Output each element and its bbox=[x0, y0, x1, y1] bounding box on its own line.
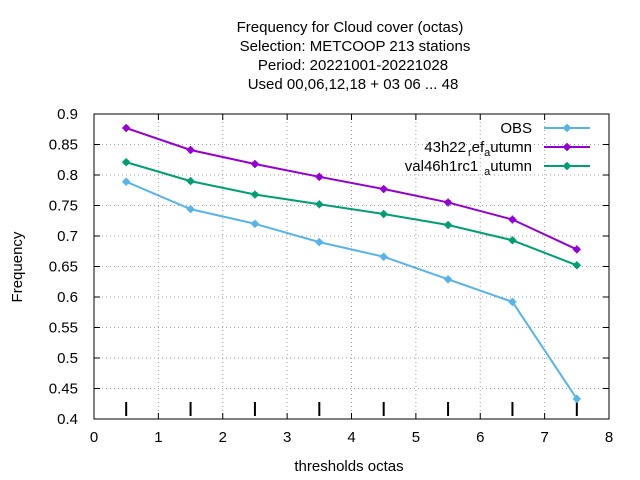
data-point-obs bbox=[315, 238, 324, 247]
x-tick-label: 7 bbox=[540, 429, 548, 446]
y-tick-label: 0.4 bbox=[57, 411, 78, 428]
legend-43h22-part-1: 43h22 bbox=[424, 139, 466, 156]
series-obs bbox=[122, 177, 581, 403]
legend-43h22-part-5: utumn bbox=[490, 139, 532, 156]
data-point-val46h1rc1 bbox=[572, 261, 581, 270]
series-line-obs bbox=[125, 180, 578, 400]
y-ticks: 0.4 0.45 0.5 0.55 0.6 0.65 0.7 0.75 0.8 0.85 0.9 bbox=[49, 106, 609, 428]
data-point-43h22 bbox=[508, 215, 517, 224]
data-point-val46h1rc1 bbox=[122, 158, 131, 167]
data-point-43h22 bbox=[444, 198, 453, 207]
y-tick-label: 0.75 bbox=[49, 198, 78, 215]
y-tick-label: 0.65 bbox=[49, 259, 78, 276]
legend-val46-part-1: val46h1rc1 bbox=[405, 158, 478, 175]
threshold-marks bbox=[125, 402, 578, 416]
data-point-obs bbox=[379, 252, 388, 261]
legend-label-val46h1rc1: val46h1rc1 autumn bbox=[405, 158, 532, 178]
series-val46h1rc1 bbox=[122, 158, 581, 270]
data-point-val46h1rc1 bbox=[508, 236, 517, 245]
y-tick-label: 0.9 bbox=[57, 106, 78, 123]
data-point-obs bbox=[444, 275, 453, 284]
data-point-val46h1rc1 bbox=[250, 190, 259, 199]
title-line-4: Used 00,06,12,18 + 03 06 ... 48 bbox=[248, 76, 459, 93]
y-tick-label: 0.85 bbox=[49, 137, 78, 154]
x-tick-label: 2 bbox=[219, 429, 227, 446]
y-tick-label: 0.5 bbox=[57, 350, 78, 367]
x-tick-label: 4 bbox=[347, 429, 355, 446]
legend-43h22-part-3: ef bbox=[472, 139, 485, 156]
x-ticks: 0 1 2 3 4 5 6 7 8 bbox=[90, 114, 613, 446]
legend-val46-part-2: a bbox=[484, 166, 491, 178]
legend-43h22-part-2: r bbox=[468, 147, 472, 159]
title-line-3: Period: 20221001-20221028 bbox=[258, 57, 448, 74]
y-axis-label: Frequency bbox=[9, 231, 26, 302]
title-line-2: Selection: METCOOP 213 stations bbox=[240, 38, 471, 55]
x-tick-label: 1 bbox=[154, 429, 162, 446]
x-tick-label: 5 bbox=[412, 429, 420, 446]
legend-samples bbox=[544, 124, 590, 170]
data-point-43h22 bbox=[122, 124, 131, 133]
legend-marker-obs bbox=[563, 124, 571, 132]
data-point-val46h1rc1 bbox=[186, 177, 195, 186]
legend-label-43h22: 43h22 refautumn bbox=[424, 139, 532, 159]
x-tick-label: 8 bbox=[605, 429, 613, 446]
y-tick-label: 0.7 bbox=[57, 228, 78, 245]
chart-title: Frequency for Cloud cover (octas) Select… bbox=[237, 19, 471, 93]
data-point-43h22 bbox=[250, 160, 259, 169]
x-axis-label: thresholds octas bbox=[294, 458, 403, 475]
x-tick-label: 0 bbox=[90, 429, 98, 446]
legend: OBS 43h22 refautumn val46h1rc1 autumn bbox=[405, 120, 590, 178]
data-point-obs bbox=[122, 177, 131, 186]
series-line-43h22 bbox=[125, 127, 578, 251]
title-line-1: Frequency for Cloud cover (octas) bbox=[237, 19, 464, 36]
data-point-43h22 bbox=[315, 172, 324, 181]
legend-val46-part-3: utumn bbox=[490, 158, 532, 175]
data-point-val46h1rc1 bbox=[379, 210, 388, 219]
data-point-obs bbox=[250, 219, 259, 228]
series-43h22 bbox=[122, 124, 581, 254]
data-point-obs bbox=[572, 394, 581, 403]
y-tick-label: 0.55 bbox=[49, 320, 78, 337]
legend-marker-43h22 bbox=[563, 143, 571, 151]
y-tick-label: 0.45 bbox=[49, 381, 78, 398]
data-point-obs bbox=[186, 205, 195, 214]
data-point-43h22 bbox=[572, 245, 581, 254]
data-point-43h22 bbox=[379, 185, 388, 194]
data-point-val46h1rc1 bbox=[444, 221, 453, 230]
data-point-43h22 bbox=[186, 145, 195, 154]
y-tick-label: 0.6 bbox=[57, 289, 78, 306]
grid bbox=[94, 114, 609, 419]
legend-marker-val46h1rc1 bbox=[563, 162, 571, 170]
x-tick-label: 6 bbox=[476, 429, 484, 446]
data-point-obs bbox=[508, 297, 517, 306]
data-point-val46h1rc1 bbox=[315, 200, 324, 209]
legend-43h22-part-4: a bbox=[484, 147, 491, 159]
series-line-val46h1rc1 bbox=[125, 161, 578, 267]
x-tick-label: 3 bbox=[283, 429, 291, 446]
series-layer bbox=[122, 124, 581, 403]
y-tick-label: 0.8 bbox=[57, 167, 78, 184]
legend-label-obs: OBS bbox=[500, 120, 532, 137]
